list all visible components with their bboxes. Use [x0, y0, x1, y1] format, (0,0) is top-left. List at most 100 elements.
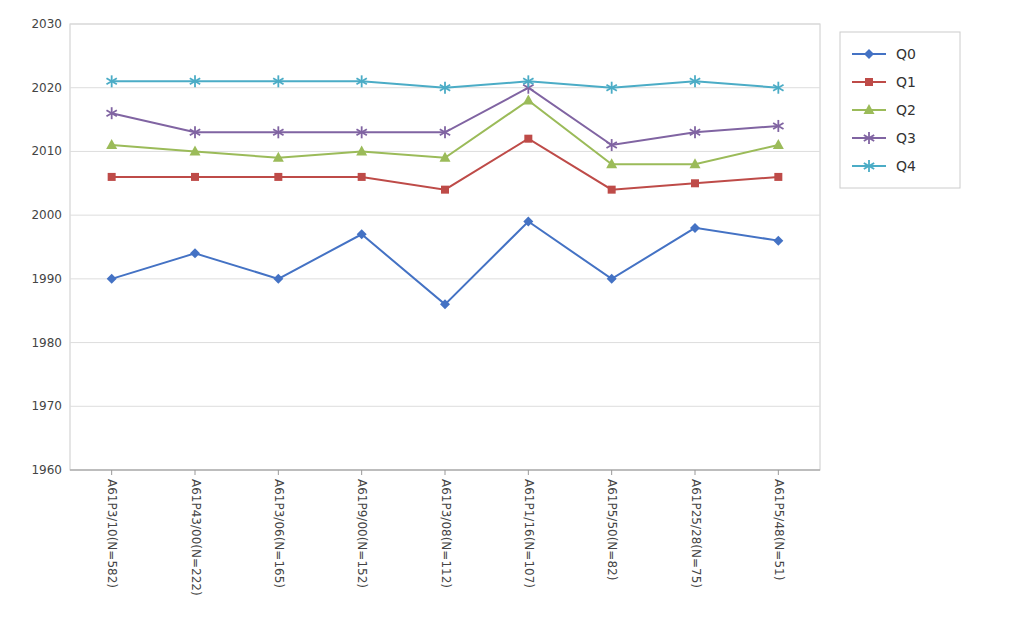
legend: Q0Q1Q2Q3Q4 — [840, 32, 960, 188]
marker — [773, 120, 783, 132]
marker — [608, 186, 616, 194]
marker-shape — [191, 173, 199, 181]
marker-shape — [690, 158, 701, 168]
marker-shape — [773, 123, 783, 129]
legend-marker — [865, 78, 873, 86]
marker — [106, 139, 117, 149]
marker — [523, 75, 533, 87]
marker-shape — [356, 129, 366, 135]
marker-shape — [273, 152, 284, 162]
marker-shape — [606, 158, 617, 168]
marker-shape — [106, 110, 116, 116]
marker-shape — [440, 129, 450, 135]
marker-shape — [357, 229, 367, 239]
x-tick-label: A61P3/10(N=582) — [105, 479, 119, 588]
x-tick-label: A61P1/16(N=107) — [522, 479, 536, 588]
marker — [607, 274, 617, 284]
marker-shape — [440, 85, 450, 91]
marker-shape — [690, 129, 700, 135]
marker — [273, 75, 283, 87]
marker-shape — [523, 78, 533, 84]
marker-shape — [356, 78, 366, 84]
grid-line — [70, 215, 820, 216]
marker — [356, 145, 367, 155]
x-tick-label: A61P43/00(N=222) — [189, 479, 203, 596]
marker-shape — [190, 129, 200, 135]
marker-shape — [606, 85, 616, 91]
marker-shape — [190, 145, 201, 155]
grid-line — [70, 406, 820, 407]
marker — [440, 126, 450, 138]
marker-shape — [440, 299, 450, 309]
x-tick-label: A61P5/48(N=51) — [772, 479, 786, 580]
x-tick — [445, 470, 446, 475]
marker — [606, 139, 616, 151]
marker-shape — [864, 135, 874, 141]
marker-shape — [356, 145, 367, 155]
marker-shape — [273, 129, 283, 135]
marker-shape — [440, 129, 450, 135]
legend-label: Q1 — [896, 74, 916, 90]
chart: 19601970198019902000201020202030A61P3/10… — [0, 0, 1028, 636]
marker-shape — [107, 274, 117, 284]
marker — [690, 75, 700, 87]
legend-marker — [864, 104, 875, 114]
marker-shape — [274, 173, 282, 181]
legend-label: Q2 — [896, 102, 916, 118]
marker — [690, 126, 700, 138]
marker — [356, 75, 366, 87]
marker-shape — [273, 274, 283, 284]
marker-shape — [690, 78, 700, 84]
plot-area — [106, 75, 784, 309]
y-tick-label: 1990 — [31, 272, 62, 286]
marker-shape — [106, 78, 116, 84]
marker-shape — [523, 217, 533, 227]
series-line — [112, 88, 779, 145]
marker — [106, 75, 116, 87]
grid-line — [70, 278, 820, 279]
marker — [106, 107, 116, 119]
marker-shape — [440, 85, 450, 91]
marker-shape — [607, 274, 617, 284]
x-tick — [361, 470, 362, 475]
marker-shape — [190, 248, 200, 258]
marker — [274, 173, 282, 181]
marker — [108, 173, 116, 181]
marker-shape — [190, 129, 200, 135]
marker — [441, 186, 449, 194]
marker-shape — [864, 135, 874, 141]
marker — [774, 173, 782, 181]
marker-shape — [606, 85, 616, 91]
marker-shape — [773, 236, 783, 246]
x-tick — [195, 470, 196, 475]
marker-shape — [190, 78, 200, 84]
grid-line — [70, 24, 820, 25]
marker-shape — [865, 78, 873, 86]
legend-label: Q0 — [896, 46, 916, 62]
marker — [190, 145, 201, 155]
marker-shape — [606, 142, 616, 148]
marker — [190, 248, 200, 258]
marker-shape — [190, 78, 200, 84]
marker — [606, 158, 617, 168]
marker — [273, 126, 283, 138]
grid-line — [70, 342, 820, 343]
legend-marker — [864, 132, 874, 144]
y-tick-label: 2000 — [31, 208, 62, 222]
legend-label: Q3 — [896, 130, 916, 146]
marker-shape — [356, 78, 366, 84]
x-tick — [528, 470, 529, 475]
marker — [273, 152, 284, 162]
marker-shape — [864, 163, 874, 169]
marker-shape — [864, 163, 874, 169]
x-tick — [778, 470, 779, 475]
x-tick-label: A61P9/00(N=152) — [355, 479, 369, 588]
x-tick-label: A61P3/08(N=112) — [439, 479, 453, 588]
y-tick-label: 1970 — [31, 399, 62, 413]
marker-shape — [273, 129, 283, 135]
marker — [190, 126, 200, 138]
marker-shape — [773, 123, 783, 129]
x-tick — [611, 470, 612, 475]
marker — [358, 173, 366, 181]
marker-shape — [106, 110, 116, 116]
